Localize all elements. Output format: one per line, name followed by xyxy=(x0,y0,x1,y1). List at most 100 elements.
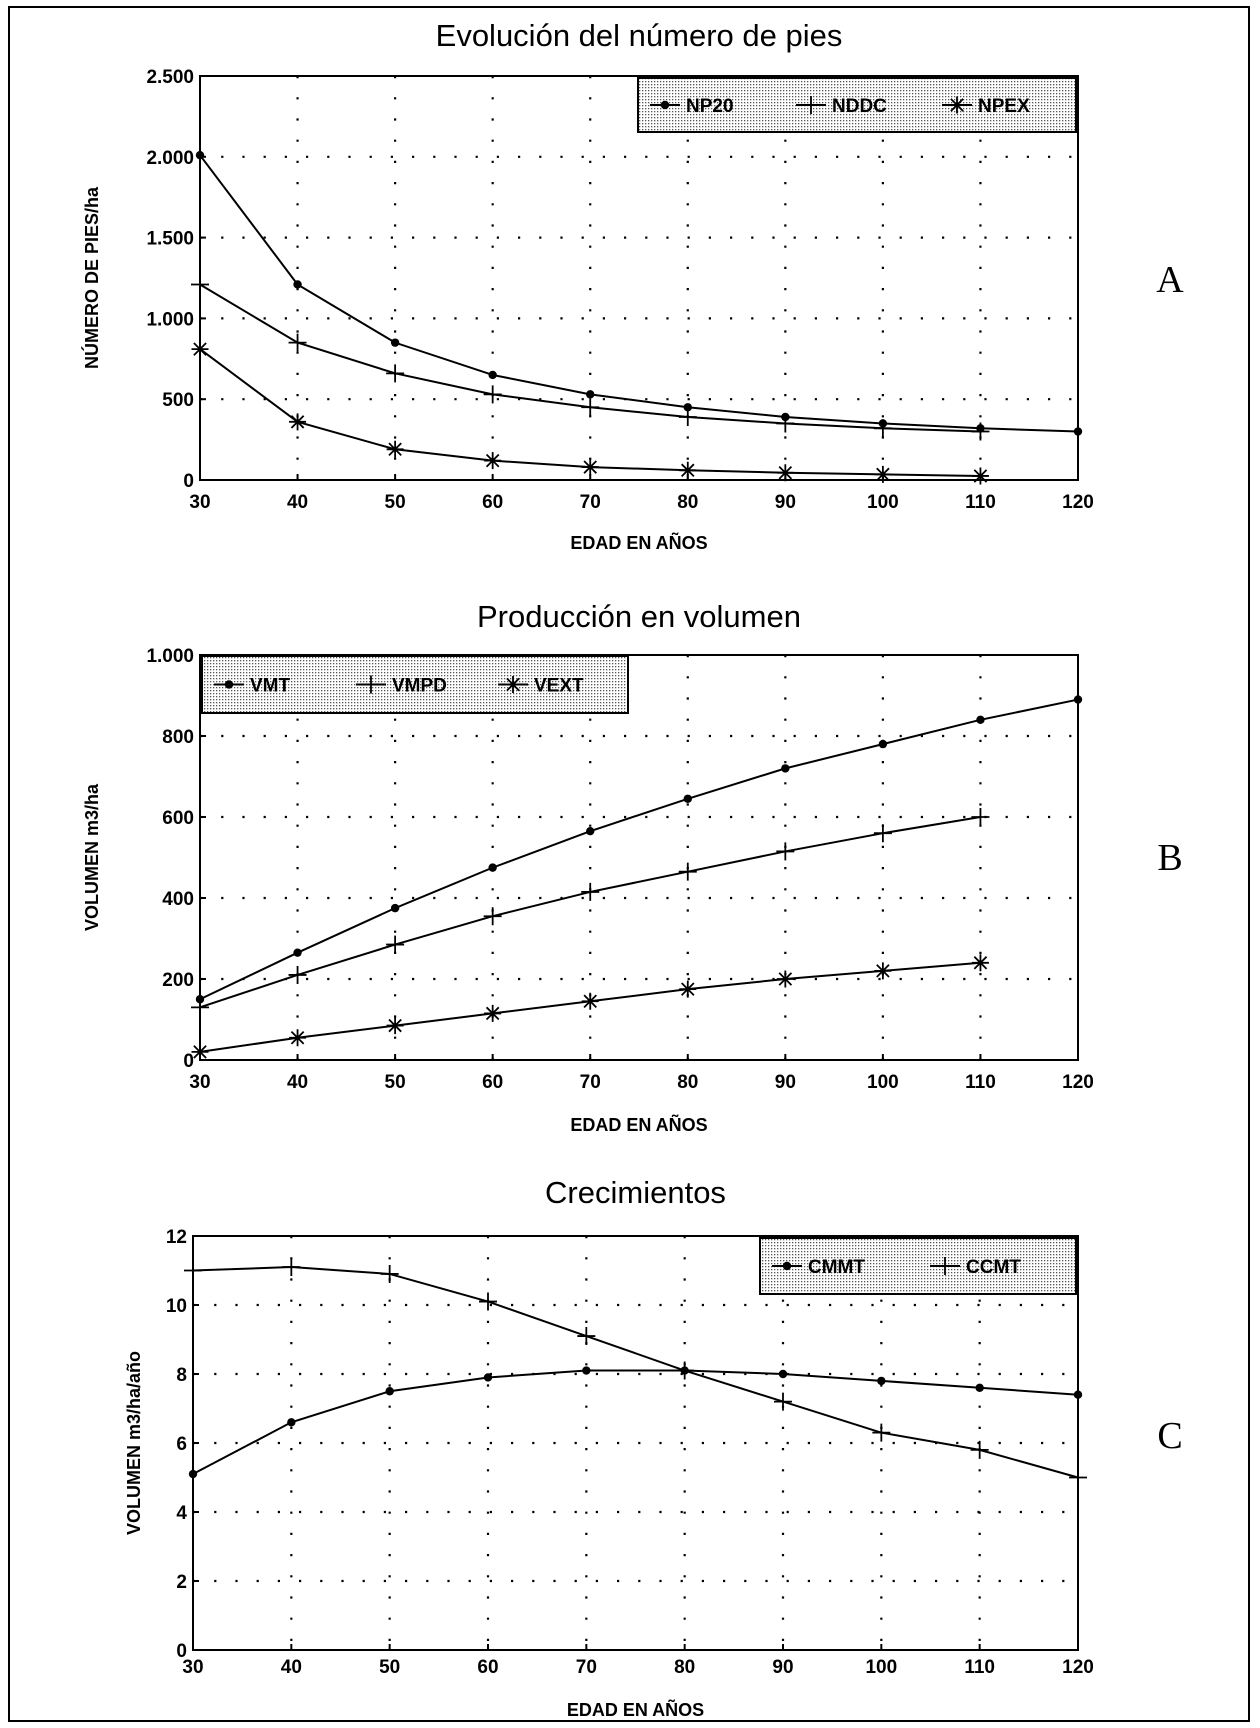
y-tick-label: 6 xyxy=(176,1434,187,1455)
x-tick-label: 30 xyxy=(182,1657,203,1678)
x-tick-label: 90 xyxy=(772,1657,793,1678)
legend-swatch-marker xyxy=(948,96,966,114)
panel-letter: C xyxy=(1157,1415,1182,1457)
x-tick-label: 110 xyxy=(965,1072,996,1093)
y-tick-label: 1.000 xyxy=(146,309,194,330)
legend-swatch-marker xyxy=(660,100,670,110)
data-point-vmt xyxy=(683,794,692,803)
data-point-cmmt xyxy=(1073,1390,1083,1399)
x-tick-label: 120 xyxy=(1062,1072,1094,1093)
data-point-cmmt xyxy=(582,1366,591,1375)
legend-swatch-marker xyxy=(936,1257,954,1275)
x-tick-label: 110 xyxy=(964,1657,995,1678)
data-point-np20 xyxy=(1073,427,1083,436)
data-point-npex xyxy=(386,440,404,458)
data-point-vext xyxy=(386,1017,404,1035)
x-tick-label: 30 xyxy=(189,1072,210,1093)
data-point-cmmt xyxy=(188,1469,198,1479)
data-point-vmt xyxy=(586,826,595,836)
x-tick-label: 40 xyxy=(287,492,308,513)
legend-swatch-marker xyxy=(504,676,522,693)
y-tick-label: 10 xyxy=(166,1296,187,1317)
data-point-vext xyxy=(679,980,697,998)
data-point-vmpd xyxy=(678,862,697,881)
data-point-vmpd xyxy=(581,882,600,901)
y-tick-label: 2.500 xyxy=(146,67,194,88)
data-point-cmmt xyxy=(287,1418,296,1427)
x-tick-label: 120 xyxy=(1062,492,1094,513)
series-line-ccmt xyxy=(192,1266,1079,1479)
data-point-nddc xyxy=(483,385,502,404)
x-tick-label: 50 xyxy=(379,1657,400,1678)
series-npex xyxy=(191,340,989,485)
legend-label-npex: NPEX xyxy=(978,96,1030,117)
data-point-vmt xyxy=(878,739,888,749)
legend-box xyxy=(759,1237,1077,1295)
x-axis-label: EDAD EN AÑOS xyxy=(570,532,707,553)
x-tick-label: 90 xyxy=(775,492,796,513)
x-tick-label: 40 xyxy=(281,1657,302,1678)
data-point-ccmt xyxy=(774,1392,792,1411)
data-point-nddc xyxy=(776,414,795,433)
data-point-ccmt xyxy=(577,1327,596,1346)
y-tick-label: 2 xyxy=(176,1572,187,1593)
legend-label-cmmt: CMMT xyxy=(808,1257,865,1278)
y-tick-label: 4 xyxy=(176,1503,187,1524)
y-tick-label: 200 xyxy=(162,970,194,991)
x-tick-label: 60 xyxy=(482,492,503,513)
figure-frame xyxy=(8,6,1250,1722)
data-point-vmpd xyxy=(873,824,892,843)
data-point-cmmt xyxy=(385,1387,394,1396)
data-point-vmt xyxy=(293,948,302,957)
x-tick-label: 100 xyxy=(867,492,899,513)
x-tick-label: 70 xyxy=(580,492,601,513)
series-line-vmpd xyxy=(199,816,981,1009)
series-ccmt xyxy=(184,1258,1087,1487)
legend-box xyxy=(637,77,1077,133)
data-point-cmmt xyxy=(483,1373,493,1382)
data-point-nddc xyxy=(678,407,697,426)
plot-area-frame xyxy=(199,654,1079,1061)
data-point-npex xyxy=(971,467,989,485)
x-tick-label: 70 xyxy=(576,1657,597,1678)
y-tick-label: 1.500 xyxy=(146,229,194,250)
chart-title: Crecimientos xyxy=(545,1175,726,1210)
x-tick-label: 30 xyxy=(189,492,210,513)
data-point-ccmt xyxy=(970,1440,989,1459)
data-point-np20 xyxy=(390,338,400,347)
x-tick-label: 100 xyxy=(867,1072,899,1093)
x-tick-label: 40 xyxy=(287,1072,308,1093)
data-point-npex xyxy=(581,458,599,476)
legend-swatch-marker xyxy=(802,96,820,114)
data-point-vext xyxy=(484,1004,502,1022)
x-tick-label: 50 xyxy=(385,1072,406,1093)
data-point-nddc xyxy=(288,333,307,352)
y-tick-label: 8 xyxy=(176,1365,187,1386)
chart-panel-b: Producción en volumen 30 40 50 60 70 80 90 100 11… xyxy=(82,599,1183,1135)
series-vmt xyxy=(195,695,1083,1004)
panel-letter: A xyxy=(1156,259,1184,301)
data-point-vmt xyxy=(488,863,497,872)
data-point-vmt xyxy=(390,903,400,913)
data-point-vmt xyxy=(781,764,790,773)
data-point-np20 xyxy=(293,280,302,289)
legend-label-ccmt: CCMT xyxy=(966,1257,1021,1278)
x-tick-label: 60 xyxy=(482,1072,503,1093)
y-axis-label: VOLUMEN m3/ha xyxy=(82,783,102,931)
x-tick-label: 90 xyxy=(775,1072,796,1093)
data-point-ccmt xyxy=(675,1361,694,1380)
data-point-vext xyxy=(874,962,892,980)
y-tick-label: 0 xyxy=(183,471,194,492)
data-point-vmpd xyxy=(971,808,990,826)
x-axis-label: EDAD EN AÑOS xyxy=(570,1114,707,1135)
x-tick-label: 60 xyxy=(477,1657,498,1678)
series-vmpd xyxy=(191,808,990,1017)
panel-letter: B xyxy=(1157,837,1182,879)
series-np20 xyxy=(195,150,1083,436)
legend: VMT VMPD VEXT xyxy=(201,655,629,714)
data-point-vext xyxy=(289,1029,307,1047)
y-tick-label: 800 xyxy=(162,727,194,748)
series-line-cmmt xyxy=(192,1369,1079,1475)
data-point-vmpd xyxy=(288,965,307,984)
legend-label-nddc: NDDC xyxy=(832,96,887,117)
